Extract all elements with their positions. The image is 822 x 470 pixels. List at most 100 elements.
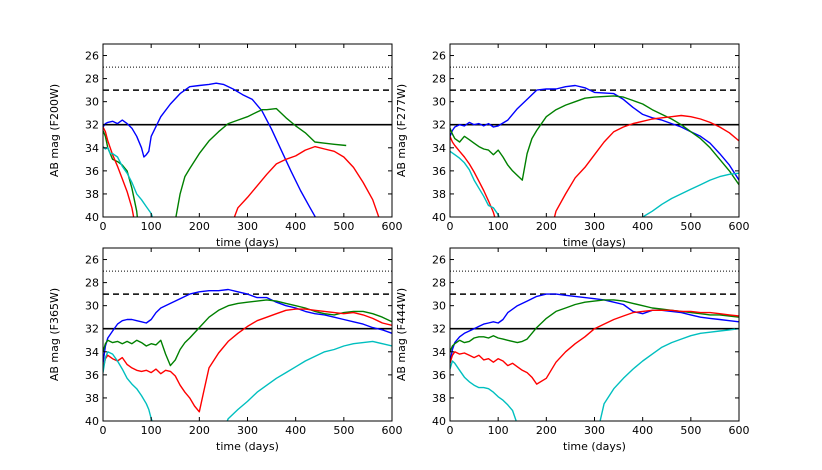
x-tick-labels: 0 100 200 300 400 500 600 bbox=[100, 424, 403, 437]
x-tick-label: 200 bbox=[536, 424, 557, 437]
x-tick-label: 500 bbox=[333, 424, 354, 437]
x-tick-label: 500 bbox=[680, 220, 701, 233]
y-axis-label: AB mag (F444W) bbox=[395, 288, 408, 381]
y-tick-label: 40 bbox=[432, 415, 446, 428]
y-tick-labels: 26 28 30 32 34 36 38 40 bbox=[85, 50, 99, 224]
y-tick-label: 30 bbox=[85, 300, 99, 313]
x-tick-label: 500 bbox=[333, 220, 354, 233]
y-tick-label: 36 bbox=[432, 369, 446, 382]
panel-f200w: 0 100 200 300 400 500 600 26 28 30 32 34 36 38 40 tim… bbox=[48, 43, 403, 249]
plot-area bbox=[450, 270, 739, 421]
x-tick-label: 100 bbox=[488, 220, 509, 233]
y-tick-label: 40 bbox=[85, 211, 99, 224]
series-red-line bbox=[450, 309, 739, 385]
y-tick-label: 34 bbox=[85, 346, 99, 359]
series-green-line bbox=[450, 95, 739, 186]
x-tick-label: 0 bbox=[100, 220, 107, 233]
y-tick-label: 30 bbox=[432, 96, 446, 109]
series-cyan-line bbox=[103, 340, 392, 421]
y-tick-label: 38 bbox=[432, 188, 446, 201]
x-tick-label: 300 bbox=[584, 220, 605, 233]
y-tick-label: 40 bbox=[432, 211, 446, 224]
x-tick-label: 300 bbox=[237, 220, 258, 233]
series-cyan-line bbox=[450, 150, 739, 217]
x-axis-label: time (days) bbox=[563, 440, 626, 453]
plot-area bbox=[450, 66, 739, 217]
y-tick-label: 32 bbox=[432, 323, 446, 336]
y-tick-label: 26 bbox=[432, 50, 446, 63]
x-tick-label: 200 bbox=[189, 424, 210, 437]
y-axis-label: AB mag (F365W) bbox=[48, 288, 61, 381]
x-tick-label: 300 bbox=[237, 424, 258, 437]
y-tick-label: 40 bbox=[85, 415, 99, 428]
plot-area bbox=[103, 270, 392, 421]
x-tick-label: 200 bbox=[536, 220, 557, 233]
y-tick-label: 26 bbox=[85, 50, 99, 63]
series-blue-line bbox=[103, 288, 392, 364]
y-tick-label: 36 bbox=[432, 165, 446, 178]
panel-f365w: 0 100 200 300 400 500 600 26 28 30 32 34 36 38 40 tim… bbox=[48, 247, 403, 453]
series-red-line bbox=[103, 308, 392, 413]
series-red-line bbox=[450, 114, 739, 217]
y-tick-labels: 26 28 30 32 34 36 38 40 bbox=[432, 50, 446, 224]
y-tick-label: 30 bbox=[85, 96, 99, 109]
panel-f444w: 0 100 200 300 400 500 600 26 28 30 32 34 36 38 40 tim… bbox=[395, 247, 750, 453]
tick-marks bbox=[102, 248, 393, 422]
x-tick-label: 400 bbox=[632, 424, 653, 437]
y-tick-labels: 26 28 30 32 34 36 38 40 bbox=[85, 254, 99, 428]
x-axis-label: time (days) bbox=[216, 440, 279, 453]
x-tick-label: 200 bbox=[189, 220, 210, 233]
x-tick-label: 600 bbox=[729, 220, 750, 233]
x-tick-label: 100 bbox=[488, 424, 509, 437]
y-tick-label: 26 bbox=[432, 254, 446, 267]
y-tick-labels: 26 28 30 32 34 36 38 40 bbox=[432, 254, 446, 428]
y-tick-label: 38 bbox=[85, 188, 99, 201]
series-cyan-line bbox=[103, 146, 154, 217]
x-tick-label: 0 bbox=[100, 424, 107, 437]
y-tick-label: 36 bbox=[85, 165, 99, 178]
x-tick-labels: 0 100 200 300 400 500 600 bbox=[447, 220, 750, 233]
tick-marks bbox=[449, 44, 740, 218]
x-tick-label: 0 bbox=[447, 424, 454, 437]
x-tick-label: 400 bbox=[285, 220, 306, 233]
panel-f277w: 0 100 200 300 400 500 600 26 28 30 32 34 36 38 40 tim… bbox=[395, 43, 750, 249]
tick-marks bbox=[102, 44, 393, 218]
series-blue-line bbox=[450, 84, 739, 181]
y-tick-label: 34 bbox=[432, 142, 446, 155]
series-blue-line bbox=[103, 82, 317, 217]
y-tick-label: 28 bbox=[432, 73, 446, 86]
series-green-line bbox=[103, 299, 392, 367]
x-tick-label: 0 bbox=[447, 220, 454, 233]
plot-area bbox=[103, 66, 392, 217]
y-tick-label: 32 bbox=[85, 119, 99, 132]
y-tick-label: 38 bbox=[432, 392, 446, 405]
x-tick-label: 400 bbox=[285, 424, 306, 437]
y-tick-label: 28 bbox=[85, 73, 99, 86]
x-axis-label: time (days) bbox=[563, 236, 626, 249]
y-tick-label: 28 bbox=[432, 277, 446, 290]
y-tick-label: 38 bbox=[85, 392, 99, 405]
y-tick-label: 26 bbox=[85, 254, 99, 267]
x-axis-label: time (days) bbox=[216, 236, 279, 249]
x-tick-label: 400 bbox=[632, 220, 653, 233]
y-tick-label: 28 bbox=[85, 277, 99, 290]
x-tick-label: 600 bbox=[382, 220, 403, 233]
y-axis-label: AB mag (F277W) bbox=[395, 84, 408, 177]
x-tick-label: 600 bbox=[382, 424, 403, 437]
series-red-line bbox=[103, 126, 380, 217]
y-tick-label: 32 bbox=[85, 323, 99, 336]
x-tick-label: 500 bbox=[680, 424, 701, 437]
y-tick-label: 36 bbox=[85, 369, 99, 382]
y-axis-label: AB mag (F200W) bbox=[48, 84, 61, 177]
y-tick-label: 30 bbox=[432, 300, 446, 313]
y-tick-label: 34 bbox=[85, 142, 99, 155]
series-blue-line bbox=[450, 293, 739, 364]
x-tick-label: 100 bbox=[141, 424, 162, 437]
x-tick-labels: 0 100 200 300 400 500 600 bbox=[447, 424, 750, 437]
x-tick-label: 300 bbox=[584, 424, 605, 437]
y-tick-label: 32 bbox=[432, 119, 446, 132]
x-tick-label: 600 bbox=[729, 424, 750, 437]
x-tick-labels: 0 100 200 300 400 500 600 bbox=[100, 220, 403, 233]
